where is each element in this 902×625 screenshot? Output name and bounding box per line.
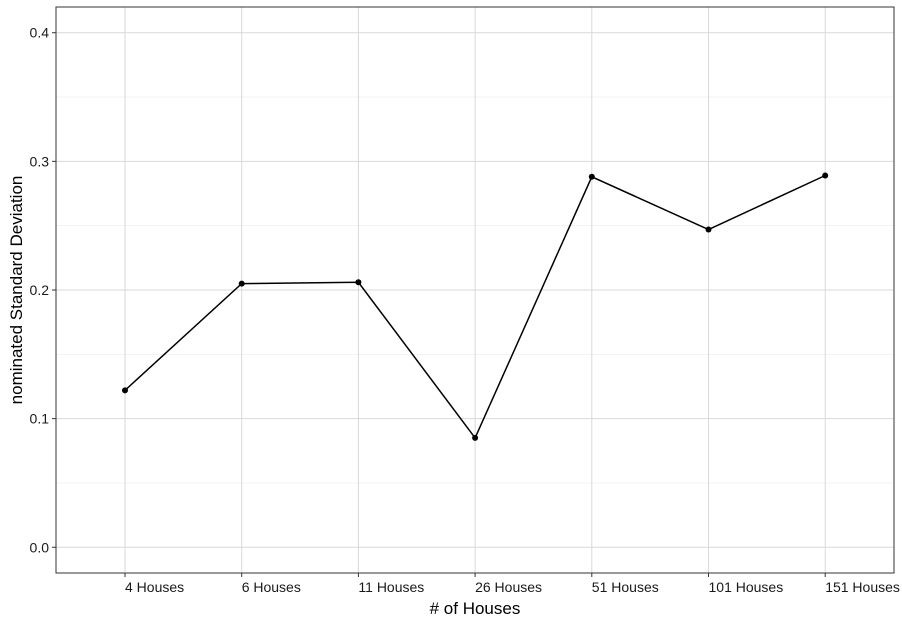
x-tick-label: 6 Houses (242, 579, 301, 595)
data-point (588, 173, 595, 180)
data-point (472, 434, 479, 441)
x-tick-label: 4 Houses (125, 579, 184, 595)
data-point (822, 172, 829, 179)
x-tick-label: 11 Houses (358, 579, 424, 595)
y-tick-label: 0.1 (30, 411, 50, 427)
major-gridlines (56, 7, 894, 573)
data-point (122, 387, 128, 394)
x-axis-ticks: 4 Houses 6 Houses 11 Houses 26 Houses 51 Hou… (124, 573, 900, 595)
x-axis-title: # of Houses (430, 599, 521, 618)
x-tick-label: 26 Houses (475, 579, 542, 595)
y-tick-label: 0.2 (30, 282, 50, 298)
data-point (238, 280, 245, 287)
data-point (355, 279, 362, 286)
data-points-group (122, 172, 829, 441)
y-axis-ticks: 0.0 0.1 0.2 0.3 0.4 (30, 25, 56, 555)
y-tick-label: 0.3 (30, 153, 50, 169)
y-tick-label: 0.0 (30, 539, 50, 555)
y-tick-label: 0.4 (30, 25, 50, 41)
x-tick-label: 51 Houses (592, 579, 659, 595)
x-tick-label: 101 Houses (709, 579, 784, 595)
data-point (705, 226, 712, 233)
y-axis-title: nominated Standard Deviation (7, 176, 26, 405)
x-tick-label: 151 Houses (825, 579, 900, 595)
